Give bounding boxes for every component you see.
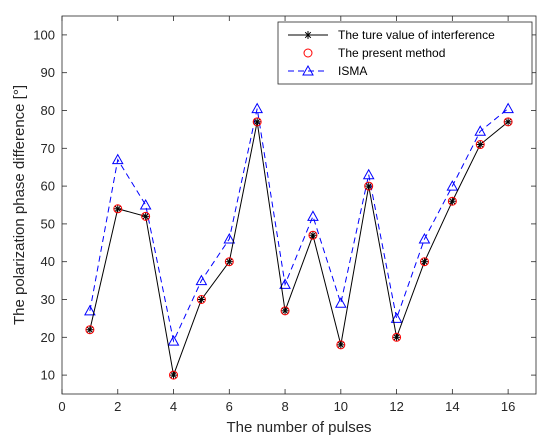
y-tick-label: 20 [41,330,55,345]
legend-item: The present method [303,46,445,60]
legend-label: ISMA [338,64,367,78]
data-point [502,102,514,114]
y-tick-label: 40 [41,254,55,269]
x-tick-label: 16 [501,399,515,414]
data-point [113,204,123,214]
series-layer [84,102,514,380]
data-point [196,295,206,304]
data-point [419,257,429,267]
data-point [279,278,291,289]
legend-item: The ture value of interference [288,28,495,42]
data-point [336,340,345,349]
data-point [504,117,513,126]
data-point [474,125,487,136]
data-point [139,198,152,210]
data-point [308,230,318,240]
legend-swatch-marker [302,64,314,76]
series-line [89,121,509,378]
data-point [503,117,513,127]
data-point [251,102,264,114]
x-axis: 0 2 4 6 8 10 12 14 16 [58,16,515,414]
data-point [252,117,262,127]
data-point [364,182,373,191]
axes-frame [61,15,537,395]
legend-label: The ture value of interference [338,28,495,42]
legend-swatch-marker [304,31,312,39]
y-axis-label: The polarization phase difference [°] [11,85,28,325]
data-point [85,325,95,335]
data-point [308,231,317,240]
data-point [197,295,206,304]
legend-label: The present method [338,46,445,60]
data-point [446,180,459,191]
data-point [390,312,403,323]
data-point [169,370,179,380]
data-point [334,297,347,308]
data-point [364,181,374,191]
data-point [392,332,402,342]
data-point [84,304,96,316]
data-point [280,306,290,316]
y-tick-label: 60 [41,179,55,194]
x-tick-label: 10 [334,399,348,414]
series-0 [85,117,513,380]
data-point [476,140,485,149]
x-tick-label: 2 [114,399,121,414]
y-tick-label: 100 [33,27,55,42]
series-1 [85,117,513,380]
data-point [307,210,319,221]
y-tick-label: 30 [41,292,55,307]
data-point [141,211,151,221]
series-line [89,108,509,343]
x-tick-label: 0 [58,399,65,414]
data-point [448,197,457,206]
legend-box [277,21,533,85]
data-point [224,257,234,267]
legend-swatch-marker [303,48,313,58]
data-point [281,306,290,315]
y-tick-label: 50 [41,216,55,231]
series-2 [84,102,514,346]
x-tick-label: 4 [170,399,177,414]
data-point [195,274,208,286]
data-point [362,168,375,180]
data-point [85,325,94,334]
y-tick-label: 10 [41,368,55,383]
data-point [223,232,236,244]
x-tick-label: 8 [281,399,288,414]
y-tick-label: 70 [41,141,55,156]
legend-item: ISMA [288,64,367,78]
x-tick-label: 6 [226,399,233,414]
data-point [475,140,485,150]
y-tick-label: 90 [41,65,55,80]
data-point [253,117,262,126]
data-point [141,212,150,221]
data-point [447,196,457,206]
data-point [225,257,234,266]
y-tick-label: 80 [41,103,55,118]
data-point [167,335,180,346]
legend: The ture value of interference The presen… [277,21,533,85]
data-point [392,333,401,342]
x-axis-label: The number of pulses [226,419,371,436]
y-axis: 10 20 30 40 50 60 70 80 90 100 [33,27,536,383]
x-tick-label: 14 [445,399,459,414]
data-point [418,232,431,244]
data-point [336,340,346,350]
axes-box [61,15,537,395]
data-point [420,257,429,266]
data-point [113,204,122,213]
data-point [111,153,124,165]
x-tick-label: 12 [389,399,403,414]
data-point [169,371,178,380]
